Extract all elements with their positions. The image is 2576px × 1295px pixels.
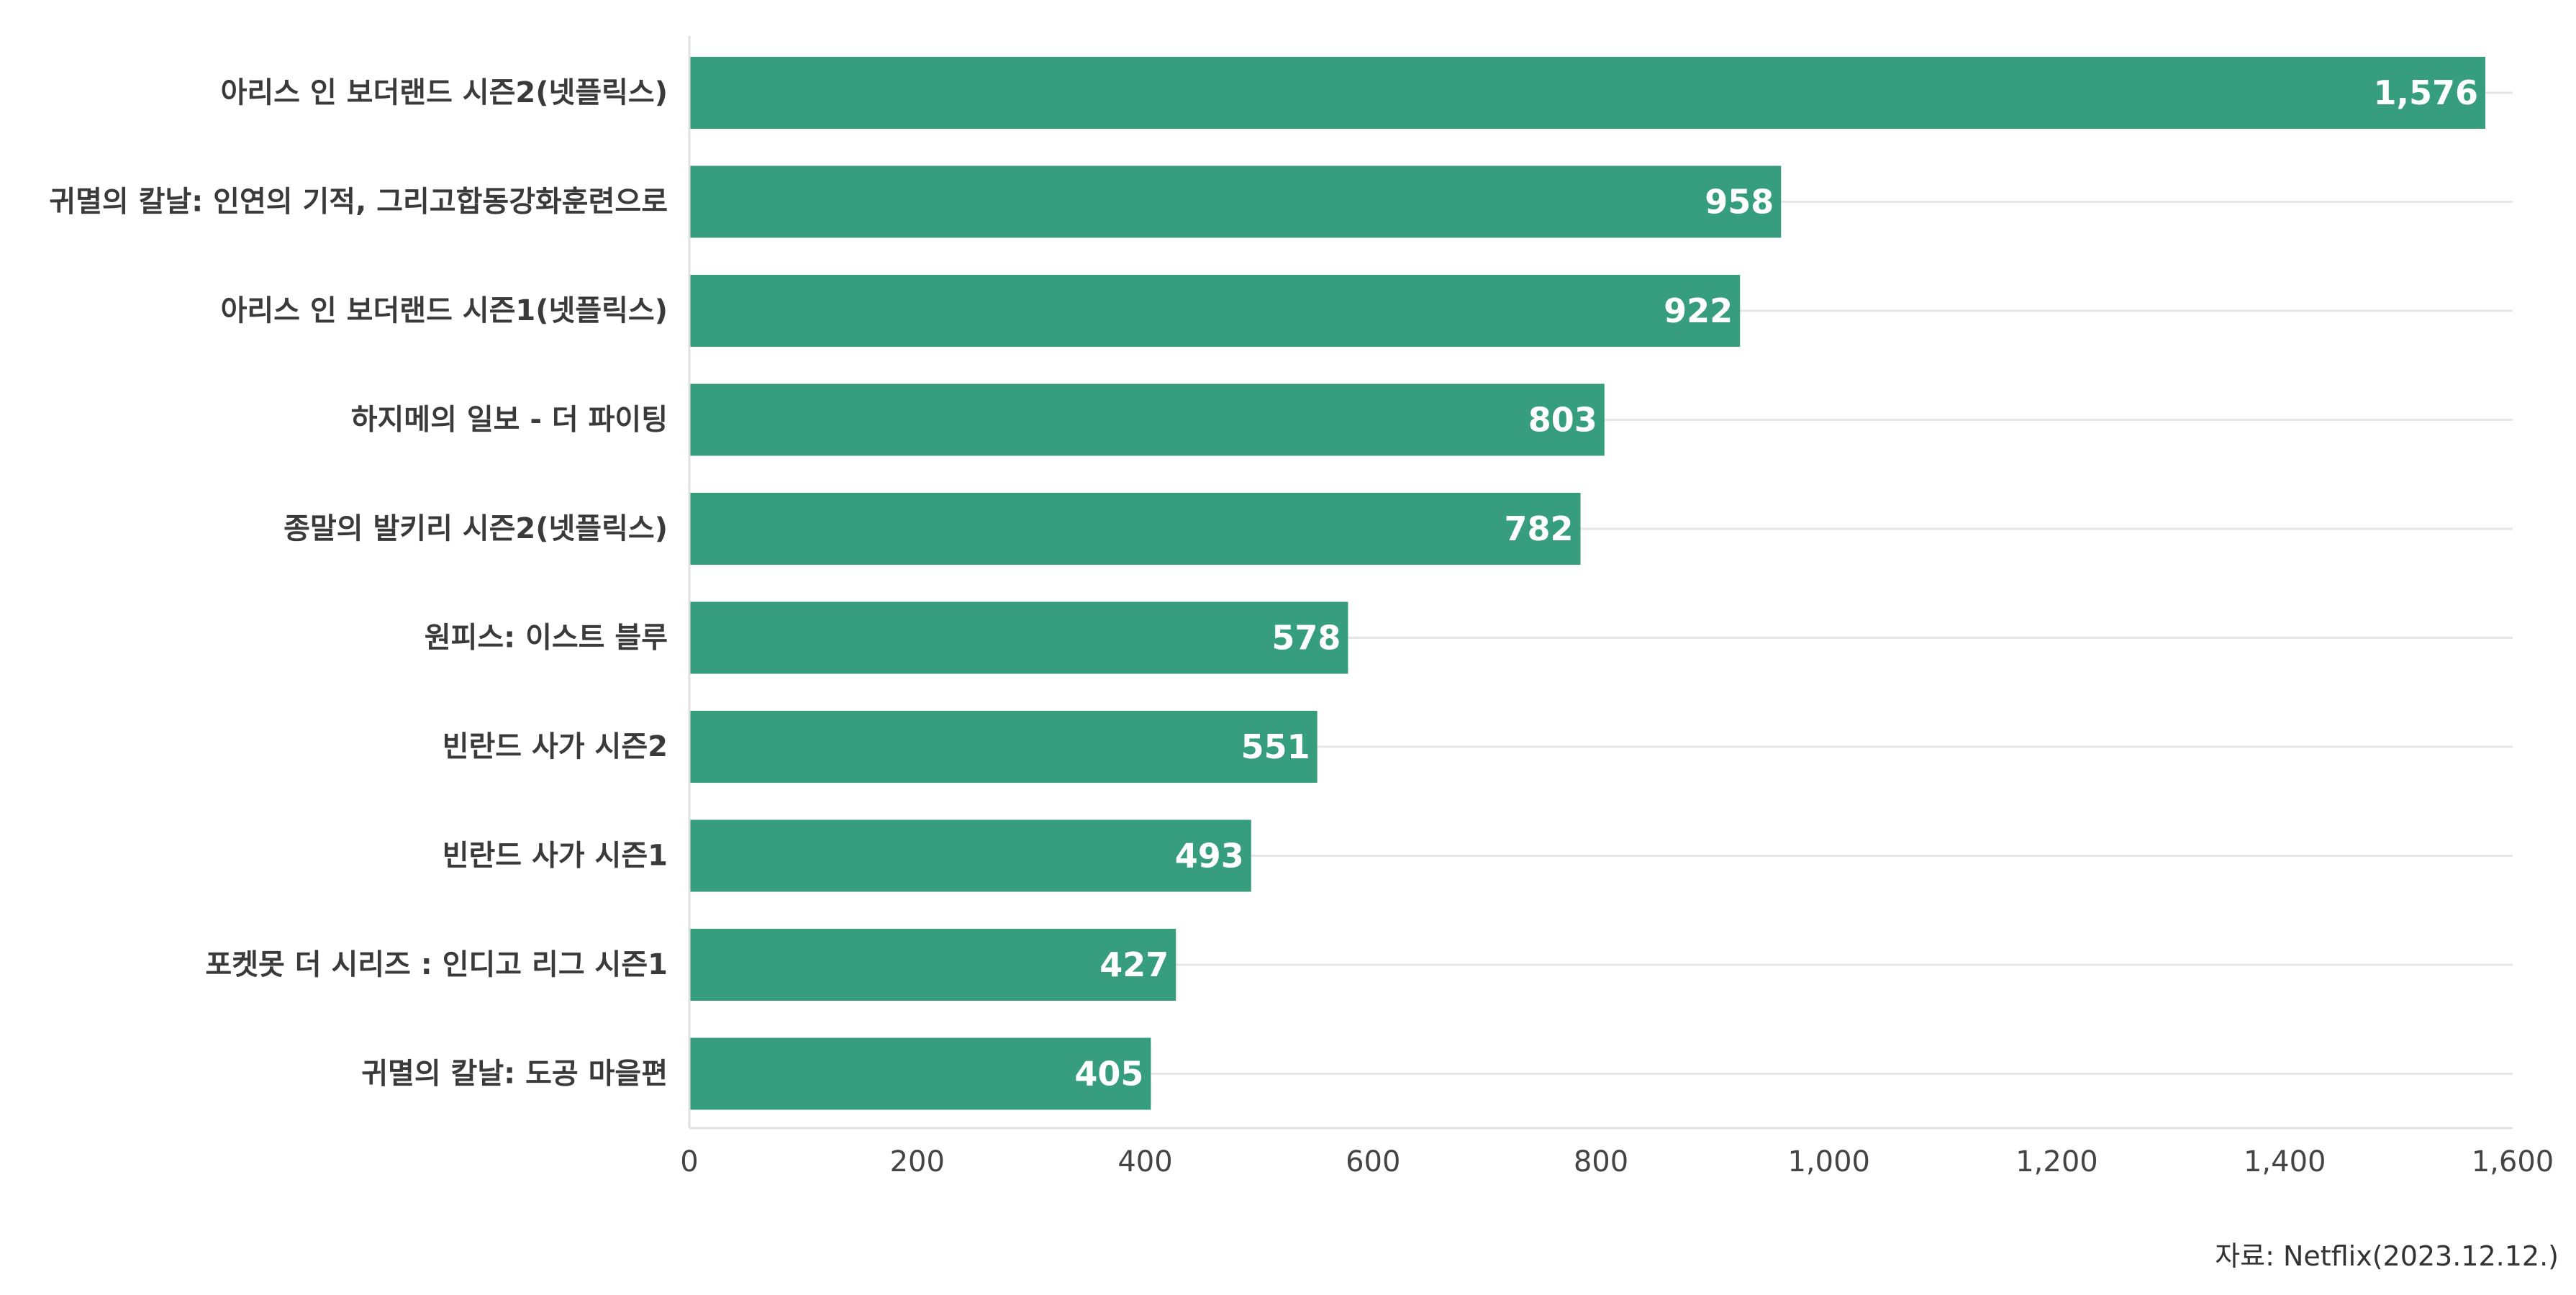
bar <box>689 1037 1151 1110</box>
x-tick-label: 0 <box>680 1145 698 1178</box>
category-label: 빈란드 사가 시즌1 <box>443 840 668 873</box>
bar <box>689 383 1605 456</box>
data-label: 405 <box>1074 1055 1143 1094</box>
bars <box>689 57 2485 1110</box>
x-tick-label: 200 <box>890 1145 945 1178</box>
data-label: 578 <box>1271 619 1341 658</box>
data-label: 551 <box>1241 727 1310 766</box>
category-label: 포켓못 더 시리즈 : 인디고 리그 시즌1 <box>205 948 668 981</box>
axes: 0 200 400 600 800 1,000 1,200 1,400 1,600 <box>680 36 2554 1178</box>
category-label: 귀멸의 칼날: 도공 마을편 <box>361 1058 668 1091</box>
category-label: 종말의 발키리 시즌2(넷플릭스) <box>284 512 668 545</box>
x-tick-label: 1,600 <box>2472 1145 2554 1178</box>
bar <box>689 57 2485 129</box>
category-label: 하지메의 일보 - 더 파이팅 <box>351 404 668 437</box>
data-label: 427 <box>1099 945 1169 984</box>
labels: 아리스 인 보더랜드 시즌2(넷플릭스) 1,576 귀멸의 칼날: 인연의 기적,… <box>49 73 2478 1094</box>
bar <box>689 493 1581 565</box>
category-label: 원피스: 이스트 블루 <box>425 622 668 655</box>
category-label: 아리스 인 보더랜드 시즌2(넷플릭스) <box>221 76 668 109</box>
data-label: 922 <box>1664 291 1733 330</box>
data-label: 782 <box>1504 509 1573 548</box>
x-tick-label: 400 <box>1117 1145 1172 1178</box>
bar <box>689 819 1251 892</box>
x-tick-label: 1,000 <box>1787 1145 1870 1178</box>
x-tick-label: 1,400 <box>2244 1145 2326 1178</box>
bar <box>689 929 1176 1001</box>
data-label: 1,576 <box>2373 73 2478 112</box>
bar <box>689 711 1318 783</box>
category-label: 귀멸의 칼날: 인연의 기적, 그리고합동강화훈련으로 <box>49 186 668 219</box>
data-label: 958 <box>1705 183 1774 222</box>
category-label: 빈란드 사가 시즌2 <box>443 730 668 763</box>
category-label: 아리스 인 보더랜드 시즌1(넷플릭스) <box>221 294 668 327</box>
data-label: 493 <box>1175 837 1244 876</box>
data-label: 803 <box>1528 401 1597 440</box>
x-tick-label: 1,200 <box>2015 1145 2098 1178</box>
x-tick-label: 800 <box>1574 1145 1628 1178</box>
gridlines <box>689 91 2513 1075</box>
bar <box>689 165 1782 238</box>
source-note: 자료: Netflix(2023.12.12.) <box>2215 1240 2559 1272</box>
bar <box>689 601 1348 674</box>
bar <box>689 275 1741 347</box>
x-tick-label: 600 <box>1346 1145 1400 1178</box>
